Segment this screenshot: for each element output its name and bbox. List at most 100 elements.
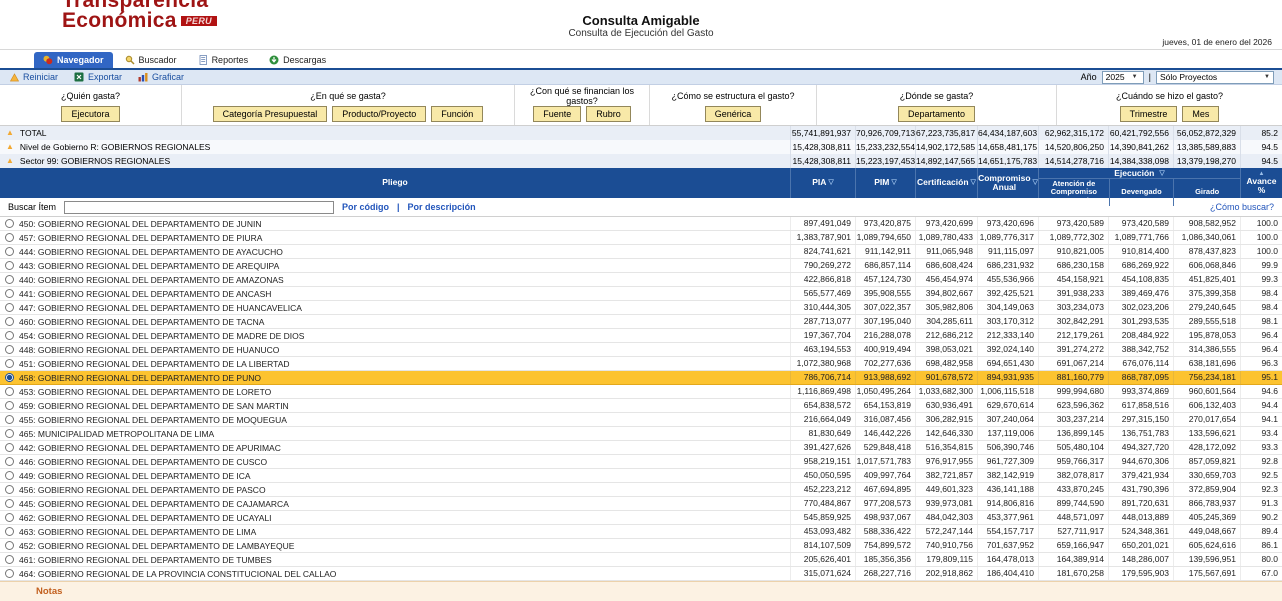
table-row[interactable]: 452: GOBIERNO REGIONAL DEL DEPARTAMENTO … — [0, 539, 1282, 553]
table-row[interactable]: 442: GOBIERNO REGIONAL DEL DEPARTAMENTO … — [0, 441, 1282, 455]
table-row[interactable]: 444: GOBIERNO REGIONAL DEL DEPARTAMENTO … — [0, 245, 1282, 259]
expand-triangle-icon[interactable]: ▲ — [6, 129, 14, 137]
filter-button[interactable]: Fuente — [533, 106, 581, 122]
pliego-radio[interactable] — [5, 289, 14, 298]
column-header-devengado[interactable]: Devengado — [1109, 179, 1174, 206]
pliego-radio[interactable] — [5, 429, 14, 438]
table-row[interactable]: 460: GOBIERNO REGIONAL DEL DEPARTAMENTO … — [0, 315, 1282, 329]
pliego-radio[interactable] — [5, 527, 14, 536]
pliego-radio[interactable] — [5, 443, 14, 452]
tab-navegador[interactable]: Navegador — [34, 52, 113, 68]
search-by-code-link[interactable]: Por código — [342, 202, 389, 212]
pliego-radio[interactable] — [5, 485, 14, 494]
pliego-radio[interactable] — [5, 541, 14, 550]
table-row[interactable]: 448: GOBIERNO REGIONAL DEL DEPARTAMENTO … — [0, 343, 1282, 357]
filter-button[interactable]: Trimestre — [1120, 106, 1178, 122]
table-row[interactable]: 453: GOBIERNO REGIONAL DEL DEPARTAMENTO … — [0, 385, 1282, 399]
table-row[interactable]: 458: GOBIERNO REGIONAL DEL DEPARTAMENTO … — [0, 371, 1282, 385]
pliego-radio[interactable] — [5, 457, 14, 466]
filter-question: ¿Cuándo se hizo el gasto? — [1057, 87, 1282, 106]
expand-triangle-icon[interactable]: ▲ — [6, 143, 14, 151]
exportar-button[interactable]: Exportar — [74, 72, 122, 82]
atencion-value: 659,166,947 — [1038, 539, 1108, 552]
filter-button[interactable]: Mes — [1182, 106, 1219, 122]
sort-icon[interactable]: ▽ — [971, 179, 976, 187]
certificacion-value: 142,646,330 — [915, 427, 977, 440]
pliego-radio[interactable] — [5, 359, 14, 368]
pliego-radio[interactable] — [5, 387, 14, 396]
pliego-radio[interactable] — [5, 499, 14, 508]
filter-button[interactable]: Producto/Proyecto — [332, 106, 426, 122]
scope-select[interactable]: Sólo Proyectos ▼ — [1156, 71, 1274, 84]
how-to-search-link[interactable]: ¿Cómo buscar? — [1210, 202, 1274, 212]
pliego-radio[interactable] — [5, 345, 14, 354]
filter-button[interactable]: Categoría Presupuestal — [213, 106, 328, 122]
table-row[interactable]: 445: GOBIERNO REGIONAL DEL DEPARTAMENTO … — [0, 497, 1282, 511]
filter-group: ¿Cómo se estructura el gasto? Genérica — [650, 85, 817, 125]
column-header-pia[interactable]: PIA▽ — [790, 168, 855, 198]
table-row[interactable]: 465: MUNICIPALIDAD METROPOLITANA DE LIMA… — [0, 427, 1282, 441]
expand-triangle-icon[interactable]: ▲ — [6, 157, 14, 165]
compromiso-anual-value: 894,931,935 — [977, 371, 1038, 384]
sort-icon[interactable]: ▽ — [1159, 169, 1164, 177]
table-row[interactable]: 451: GOBIERNO REGIONAL DEL DEPARTAMENTO … — [0, 357, 1282, 371]
column-header-pim[interactable]: PIM▽ — [855, 168, 915, 198]
column-header-avance[interactable]: ▲Avance% — [1240, 168, 1282, 198]
girado-value: 960,601,564 — [1173, 385, 1240, 398]
column-header-atencion[interactable]: Atención de Compromiso Mensual — [1039, 179, 1109, 206]
table-row[interactable]: 443: GOBIERNO REGIONAL DEL DEPARTAMENTO … — [0, 259, 1282, 273]
compromiso-anual-value: 694,651,430 — [977, 357, 1038, 370]
year-select[interactable]: 2025 ▼ — [1102, 71, 1144, 84]
table-row[interactable]: 441: GOBIERNO REGIONAL DEL DEPARTAMENTO … — [0, 287, 1282, 301]
table-row[interactable]: 461: GOBIERNO REGIONAL DEL DEPARTAMENTO … — [0, 553, 1282, 567]
graficar-button[interactable]: Graficar — [138, 72, 184, 82]
table-row[interactable]: 440: GOBIERNO REGIONAL DEL DEPARTAMENTO … — [0, 273, 1282, 287]
table-row[interactable]: 447: GOBIERNO REGIONAL DEL DEPARTAMENTO … — [0, 301, 1282, 315]
table-row[interactable]: 454: GOBIERNO REGIONAL DEL DEPARTAMENTO … — [0, 329, 1282, 343]
tab-descargas[interactable]: Descargas — [260, 52, 335, 68]
table-row[interactable]: 455: GOBIERNO REGIONAL DEL DEPARTAMENTO … — [0, 413, 1282, 427]
pliego-radio[interactable] — [5, 247, 14, 256]
pliego-radio[interactable] — [5, 303, 14, 312]
table-row[interactable]: 449: GOBIERNO REGIONAL DEL DEPARTAMENTO … — [0, 469, 1282, 483]
tab-reportes[interactable]: Reportes — [189, 52, 258, 68]
pliego-radio[interactable] — [5, 471, 14, 480]
pliego-radio[interactable] — [5, 317, 14, 326]
table-row[interactable]: 464: GOBIERNO REGIONAL DE LA PROVINCIA C… — [0, 567, 1282, 581]
filter-button[interactable]: Función — [431, 106, 483, 122]
column-header-compromiso-anual[interactable]: Compromiso Anual▽ — [977, 168, 1038, 198]
pliego-radio[interactable] — [5, 261, 14, 270]
filter-button[interactable]: Genérica — [705, 106, 762, 122]
table-row[interactable]: 446: GOBIERNO REGIONAL DEL DEPARTAMENTO … — [0, 455, 1282, 469]
pliego-radio[interactable] — [5, 331, 14, 340]
table-row[interactable]: 457: GOBIERNO REGIONAL DEL DEPARTAMENTO … — [0, 231, 1282, 245]
pliego-radio[interactable] — [5, 401, 14, 410]
sort-icon[interactable]: ▽ — [828, 179, 833, 187]
table-row[interactable]: 450: GOBIERNO REGIONAL DEL DEPARTAMENTO … — [0, 217, 1282, 231]
pliego-radio[interactable] — [5, 373, 14, 382]
table-row[interactable]: 459: GOBIERNO REGIONAL DEL DEPARTAMENTO … — [0, 399, 1282, 413]
table-row[interactable]: 463: GOBIERNO REGIONAL DEL DEPARTAMENTO … — [0, 525, 1282, 539]
reiniciar-button[interactable]: Reiniciar — [10, 72, 58, 82]
pliego-radio[interactable] — [5, 275, 14, 284]
table-row[interactable]: 456: GOBIERNO REGIONAL DEL DEPARTAMENTO … — [0, 483, 1282, 497]
pliego-radio[interactable] — [5, 233, 14, 242]
pliego-radio[interactable] — [5, 513, 14, 522]
pliego-radio[interactable] — [5, 415, 14, 424]
tab-buscador[interactable]: Buscador — [116, 52, 186, 68]
pliego-radio[interactable] — [5, 569, 14, 578]
search-by-description-link[interactable]: Por descripción — [408, 202, 476, 212]
column-header-certificacion[interactable]: Certificación▽ — [915, 168, 977, 198]
search-input[interactable] — [64, 201, 334, 214]
pliego-radio[interactable] — [5, 219, 14, 228]
summary-certificacion-value: 67,223,735,817 — [915, 126, 977, 140]
sort-icon[interactable]: ▽ — [891, 179, 896, 187]
filter-button[interactable]: Rubro — [586, 106, 631, 122]
filter-button[interactable]: Departamento — [898, 106, 975, 122]
pliego-radio[interactable] — [5, 555, 14, 564]
column-header-pliego[interactable]: Pliego — [0, 168, 790, 198]
filter-button[interactable]: Ejecutora — [61, 106, 119, 122]
column-header-ejecucion[interactable]: Ejecución▽ — [1039, 168, 1240, 179]
compromiso-anual-value: 914,806,816 — [977, 497, 1038, 510]
table-row[interactable]: 462: GOBIERNO REGIONAL DEL DEPARTAMENTO … — [0, 511, 1282, 525]
